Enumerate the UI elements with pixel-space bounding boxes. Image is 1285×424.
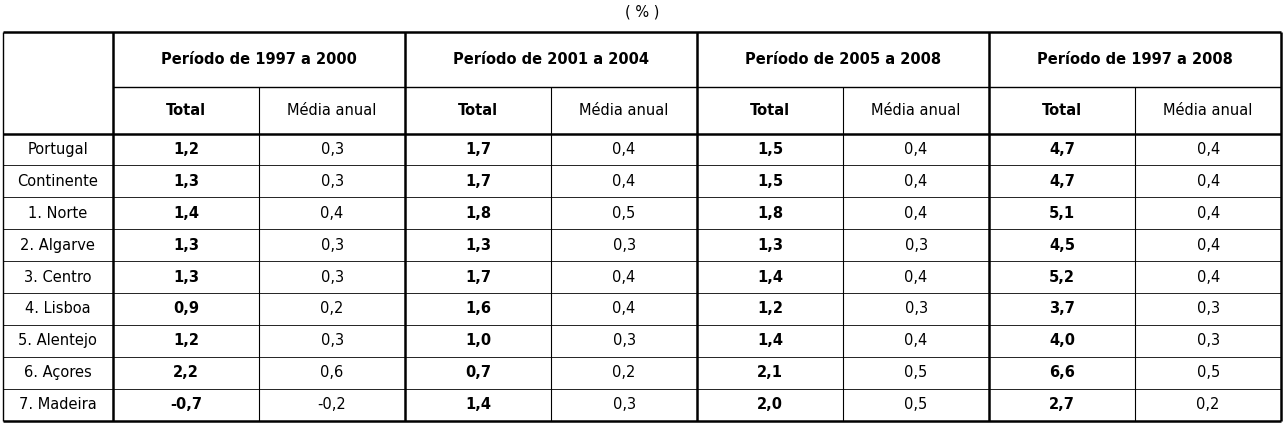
Text: 1,4: 1,4 (173, 206, 199, 221)
Text: 4,5: 4,5 (1049, 238, 1076, 253)
Text: 0,4: 0,4 (320, 206, 343, 221)
Text: 1,3: 1,3 (757, 238, 783, 253)
Text: Total: Total (1042, 103, 1082, 118)
Text: 1,8: 1,8 (757, 206, 783, 221)
Text: 0,3: 0,3 (320, 270, 343, 285)
Text: 4,0: 4,0 (1049, 333, 1076, 349)
Text: 1,2: 1,2 (173, 333, 199, 349)
Text: Média anual: Média anual (580, 103, 668, 118)
Text: 0,5: 0,5 (1196, 365, 1219, 380)
Text: 0,3: 0,3 (613, 397, 636, 412)
Text: 0,3: 0,3 (1196, 301, 1219, 316)
Text: 0,4: 0,4 (1196, 206, 1219, 221)
Text: 2,0: 2,0 (757, 397, 783, 412)
Text: 1,2: 1,2 (173, 142, 199, 157)
Text: 1,4: 1,4 (465, 397, 491, 412)
Text: 1,4: 1,4 (757, 333, 783, 349)
Text: 0,3: 0,3 (905, 238, 928, 253)
Text: 1,3: 1,3 (173, 270, 199, 285)
Text: 0,3: 0,3 (320, 174, 343, 189)
Text: 5,2: 5,2 (1049, 270, 1076, 285)
Text: -0,2: -0,2 (317, 397, 347, 412)
Text: 0,4: 0,4 (905, 270, 928, 285)
Text: 7. Madeira: 7. Madeira (19, 397, 96, 412)
Text: 1. Norte: 1. Norte (28, 206, 87, 221)
Text: 0,9: 0,9 (173, 301, 199, 316)
Text: 5,1: 5,1 (1049, 206, 1076, 221)
Text: Média anual: Média anual (288, 103, 377, 118)
Text: Período de 2001 a 2004: Período de 2001 a 2004 (454, 52, 649, 67)
Text: 0,3: 0,3 (1196, 333, 1219, 349)
Text: 6,6: 6,6 (1049, 365, 1076, 380)
Text: -0,7: -0,7 (170, 397, 202, 412)
Text: 0,4: 0,4 (905, 142, 928, 157)
Text: 0,4: 0,4 (905, 333, 928, 349)
Text: 0,4: 0,4 (1196, 270, 1219, 285)
Text: Média anual: Média anual (1163, 103, 1253, 118)
Text: 0,5: 0,5 (613, 206, 636, 221)
Text: 0,4: 0,4 (905, 206, 928, 221)
Text: 0,6: 0,6 (320, 365, 343, 380)
Text: 0,4: 0,4 (1196, 174, 1219, 189)
Text: 0,7: 0,7 (465, 365, 491, 380)
Text: Continente: Continente (18, 174, 98, 189)
Text: 0,4: 0,4 (613, 270, 636, 285)
Text: 1,0: 1,0 (465, 333, 491, 349)
Text: 0,2: 0,2 (1196, 397, 1219, 412)
Text: 0,4: 0,4 (613, 301, 636, 316)
Text: 1,2: 1,2 (757, 301, 783, 316)
Text: 0,4: 0,4 (613, 142, 636, 157)
Text: 1,6: 1,6 (465, 301, 491, 316)
Text: Período de 2005 a 2008: Período de 2005 a 2008 (745, 52, 941, 67)
Text: 0,3: 0,3 (905, 301, 928, 316)
Text: 1,7: 1,7 (465, 174, 491, 189)
Text: Total: Total (166, 103, 206, 118)
Text: 2,7: 2,7 (1049, 397, 1076, 412)
Text: 2,2: 2,2 (173, 365, 199, 380)
Text: Período de 1997 a 2000: Período de 1997 a 2000 (161, 52, 357, 67)
Text: 0,2: 0,2 (320, 301, 344, 316)
Text: 4,7: 4,7 (1049, 174, 1076, 189)
Text: 1,7: 1,7 (465, 142, 491, 157)
Text: 1,7: 1,7 (465, 270, 491, 285)
Text: 0,3: 0,3 (320, 142, 343, 157)
Text: 0,5: 0,5 (905, 365, 928, 380)
Text: 3,7: 3,7 (1049, 301, 1076, 316)
Text: Média anual: Média anual (871, 103, 961, 118)
Text: 0,4: 0,4 (613, 174, 636, 189)
Text: 0,4: 0,4 (1196, 142, 1219, 157)
Text: Total: Total (750, 103, 790, 118)
Text: 0,4: 0,4 (905, 174, 928, 189)
Text: 0,4: 0,4 (1196, 238, 1219, 253)
Text: 4,7: 4,7 (1049, 142, 1076, 157)
Text: Período de 1997 a 2008: Período de 1997 a 2008 (1037, 52, 1234, 67)
Text: 2. Algarve: 2. Algarve (21, 238, 95, 253)
Text: 1,3: 1,3 (173, 238, 199, 253)
Text: 3. Centro: 3. Centro (24, 270, 91, 285)
Text: 2,1: 2,1 (757, 365, 783, 380)
Text: 5. Alentejo: 5. Alentejo (18, 333, 98, 349)
Text: 1,5: 1,5 (757, 174, 783, 189)
Text: 1,3: 1,3 (173, 174, 199, 189)
Text: 0,3: 0,3 (320, 238, 343, 253)
Text: Portugal: Portugal (27, 142, 89, 157)
Text: 0,3: 0,3 (613, 238, 636, 253)
Text: Total: Total (457, 103, 499, 118)
Text: 0,2: 0,2 (613, 365, 636, 380)
Text: 6. Açores: 6. Açores (24, 365, 91, 380)
Text: 0,3: 0,3 (613, 333, 636, 349)
Text: 0,5: 0,5 (905, 397, 928, 412)
Text: 1,4: 1,4 (757, 270, 783, 285)
Text: 0,3: 0,3 (320, 333, 343, 349)
Text: 4. Lisboa: 4. Lisboa (24, 301, 91, 316)
Text: ( % ): ( % ) (626, 4, 659, 19)
Text: 1,8: 1,8 (465, 206, 491, 221)
Text: 1,5: 1,5 (757, 142, 783, 157)
Text: 1,3: 1,3 (465, 238, 491, 253)
